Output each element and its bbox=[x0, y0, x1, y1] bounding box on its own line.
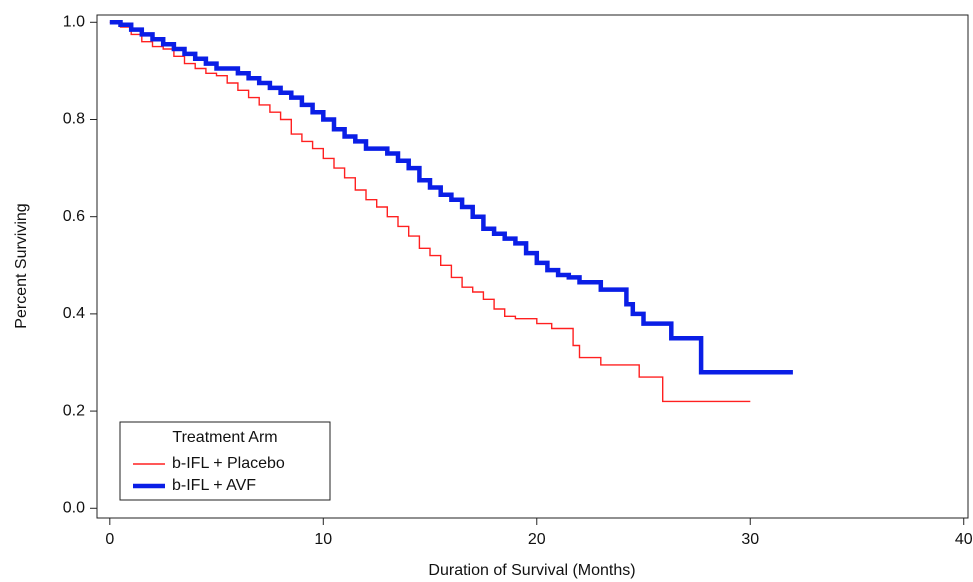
y-tick-label: 0.2 bbox=[63, 402, 85, 419]
y-tick-label: 1.0 bbox=[63, 14, 85, 31]
y-tick-label: 0.4 bbox=[63, 305, 85, 322]
x-tick-label: 20 bbox=[528, 531, 546, 548]
y-axis-label: Percent Surviving bbox=[13, 203, 30, 328]
survival-curve bbox=[109, 20, 793, 375]
x-axis-label: Duration of Survival (Months) bbox=[428, 562, 635, 579]
x-tick-label: 30 bbox=[741, 531, 759, 548]
y-tick-label: 0.0 bbox=[63, 499, 85, 516]
legend-label: b-IFL + Placebo bbox=[172, 455, 285, 472]
legend-label: b-IFL + AVF bbox=[172, 477, 256, 494]
y-tick-label: 0.8 bbox=[63, 111, 85, 128]
plot-frame bbox=[96, 14, 969, 519]
survival-curve bbox=[109, 21, 751, 403]
x-tick-label: 10 bbox=[314, 531, 332, 548]
x-tick-label: 40 bbox=[955, 531, 973, 548]
y-tick-label: 0.6 bbox=[63, 208, 85, 225]
x-tick-label: 0 bbox=[105, 531, 114, 548]
legend-title: Treatment Arm bbox=[172, 429, 277, 446]
